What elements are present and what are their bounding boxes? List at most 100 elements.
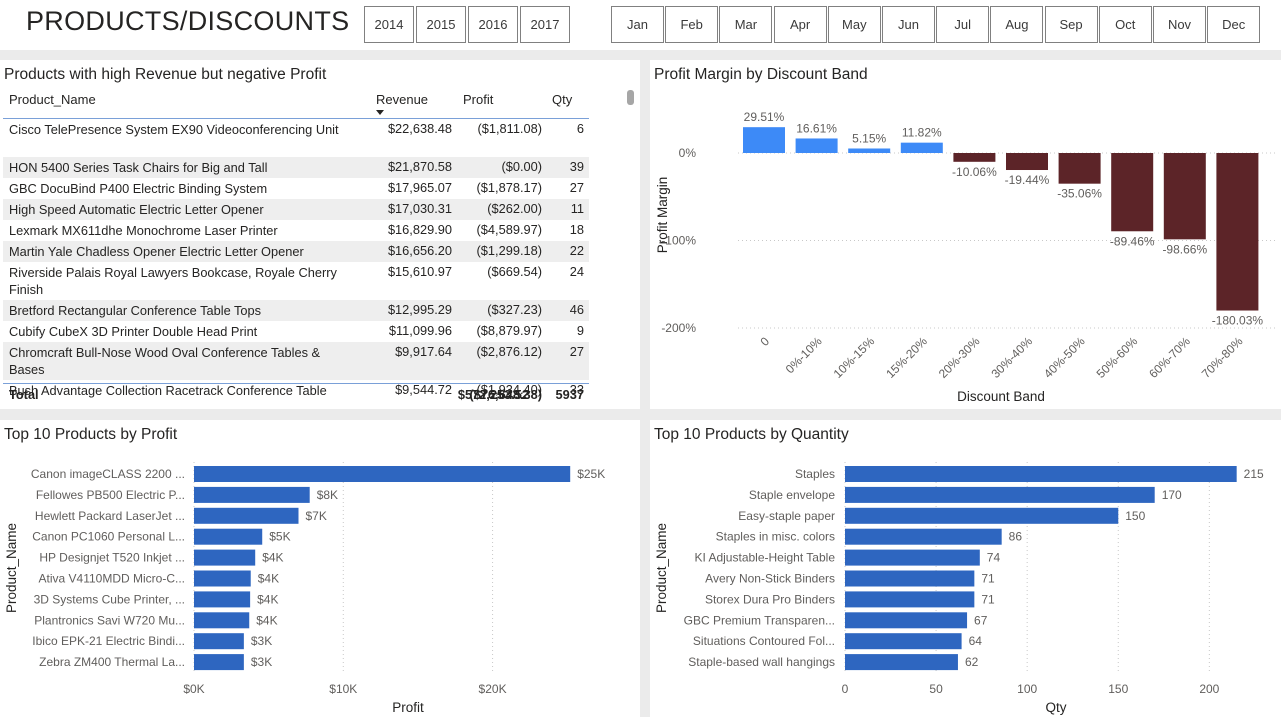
bar[interactable]	[194, 528, 263, 545]
month-button-dec[interactable]: Dec	[1207, 6, 1261, 43]
data-label: -35.06%	[1057, 187, 1102, 201]
bar[interactable]	[1058, 153, 1101, 184]
y-tick-label: Staple envelope	[749, 488, 835, 502]
table-row[interactable]: Bush Advantage Collection Racetrack Conf…	[3, 380, 589, 401]
data-label: 215	[1244, 467, 1264, 481]
x-tick-label: $20K	[479, 682, 507, 696]
table-scrollbar[interactable]	[627, 90, 634, 105]
cell-profit: ($1,934.40)	[476, 382, 542, 397]
sort-desc-icon[interactable]	[376, 110, 384, 115]
month-button-jul[interactable]: Jul	[936, 6, 990, 43]
cell-qty: 18	[569, 222, 584, 237]
table-row[interactable]: Cubify CubeX 3D Printer Double Head Prin…	[3, 321, 589, 342]
cell-revenue: $15,610.97	[387, 264, 452, 279]
bar[interactable]	[845, 654, 958, 671]
header-bar: PRODUCTS/DISCOUNTS 2014 2015 2016 2017 Jan F…	[0, 0, 1281, 50]
bar[interactable]	[194, 654, 244, 671]
x-tick-label: 150	[1108, 682, 1128, 696]
data-label: $4K	[256, 613, 277, 627]
col-profit-header[interactable]: Profit	[463, 92, 494, 107]
cell-profit: ($327.23)	[487, 302, 542, 317]
data-label: -10.06%	[952, 165, 997, 179]
month-button-jan[interactable]: Jan	[611, 6, 664, 43]
cell-revenue: $9,917.64	[395, 344, 452, 359]
month-button-sep[interactable]: Sep	[1044, 6, 1098, 43]
bar[interactable]	[194, 466, 571, 482]
data-label: 16.61%	[796, 121, 837, 135]
month-button-mar[interactable]: Mar	[719, 6, 773, 43]
y-tick-label: Easy-staple paper	[738, 509, 835, 523]
data-label: 74	[987, 551, 1001, 565]
bar[interactable]	[743, 127, 785, 153]
table-row[interactable]: Riverside Palais Royal Lawyers Bookcase,…	[3, 262, 589, 300]
year-button-2016[interactable]: 2016	[468, 6, 518, 43]
cell-profit: ($669.54)	[487, 264, 542, 279]
bar[interactable]	[845, 591, 975, 608]
bar[interactable]	[194, 486, 310, 503]
x-axis-title: Profit	[392, 700, 424, 715]
year-button-2015[interactable]: 2015	[416, 6, 466, 43]
table-row[interactable]: Cisco TelePresence System EX90 Videoconf…	[3, 119, 589, 157]
table-row[interactable]: Chromcraft Bull-Nose Wood Oval Conferenc…	[3, 342, 589, 380]
month-button-apr[interactable]: Apr	[773, 6, 827, 43]
table-row[interactable]: Lexmark MX611dhe Monochrome Laser Printe…	[3, 220, 589, 241]
top-profit-chart: $0K $10K $20K Canon imageCLASS 2200 ... $25K…	[4, 462, 605, 715]
col-qty-header[interactable]: Qty	[552, 92, 573, 107]
col-revenue-header[interactable]: Revenue	[376, 92, 429, 107]
year-button-2017[interactable]: 2017	[520, 6, 570, 43]
month-button-nov[interactable]: Nov	[1153, 6, 1206, 43]
cell-revenue: $12,995.29	[387, 302, 452, 317]
table-row[interactable]: High Speed Automatic Electric Letter Ope…	[3, 199, 589, 220]
bar[interactable]	[1111, 153, 1154, 232]
data-label: -180.03%	[1212, 314, 1264, 328]
bar[interactable]	[845, 486, 1155, 503]
bar[interactable]	[194, 507, 299, 524]
bar[interactable]	[845, 570, 975, 587]
y-axis-title: Product_Name	[654, 523, 669, 613]
x-tick-label: 0%-10%	[783, 334, 825, 376]
bar[interactable]	[845, 528, 1002, 545]
bar[interactable]	[194, 633, 244, 650]
bar[interactable]	[194, 570, 251, 587]
col-product-name-header[interactable]: Product_Name	[9, 92, 96, 107]
bar[interactable]	[900, 142, 943, 153]
table-row[interactable]: GBC DocuBind P400 Electric Binding Syste…	[3, 178, 589, 199]
bar[interactable]	[1006, 153, 1048, 171]
bar[interactable]	[845, 612, 968, 629]
bar[interactable]	[845, 549, 980, 566]
bar[interactable]	[194, 549, 256, 566]
month-button-may[interactable]: May	[827, 6, 881, 43]
month-button-oct[interactable]: Oct	[1098, 6, 1152, 43]
x-axis-title: Discount Band	[957, 389, 1045, 404]
total-qty: 5937	[555, 387, 584, 402]
month-button-feb[interactable]: Feb	[665, 6, 719, 43]
bar[interactable]	[1216, 153, 1259, 311]
table-row[interactable]: Bretford Rectangular Conference Table To…	[3, 300, 589, 321]
bar[interactable]	[845, 633, 962, 650]
month-button-aug[interactable]: Aug	[990, 6, 1044, 43]
x-tick-label: $10K	[329, 682, 357, 696]
cell-qty: 27	[569, 344, 584, 359]
bar[interactable]	[953, 153, 996, 162]
cell-revenue: $16,656.20	[387, 243, 452, 258]
bar[interactable]	[194, 612, 250, 629]
y-tick-label: Ativa V4110MDD Micro-C...	[39, 572, 185, 586]
cell-profit: ($1,811.08)	[477, 121, 542, 136]
month-button-jun[interactable]: Jun	[882, 6, 935, 43]
cell-revenue: $21,870.58	[387, 159, 452, 174]
bar[interactable]	[845, 507, 1119, 524]
year-button-2014[interactable]: 2014	[364, 6, 414, 43]
data-label: $4K	[262, 551, 283, 565]
table-row[interactable]: HON 5400 Series Task Chairs for Big and …	[3, 157, 589, 178]
bar[interactable]	[194, 591, 251, 608]
table-row[interactable]: Martin Yale Chadless Opener Electric Let…	[3, 241, 589, 262]
cell-profit: ($8,879.97)	[476, 323, 542, 338]
bar[interactable]	[848, 148, 891, 153]
table-total-row: Total $572,253.52 ($76,648.38) 5937	[3, 387, 589, 405]
bar[interactable]	[845, 466, 1237, 482]
y-tick-label: Storex Dura Pro Binders	[705, 592, 835, 606]
cell-qty: 39	[569, 159, 584, 174]
bar[interactable]	[1163, 153, 1206, 240]
data-label: 86	[1009, 530, 1023, 544]
bar[interactable]	[795, 138, 838, 153]
